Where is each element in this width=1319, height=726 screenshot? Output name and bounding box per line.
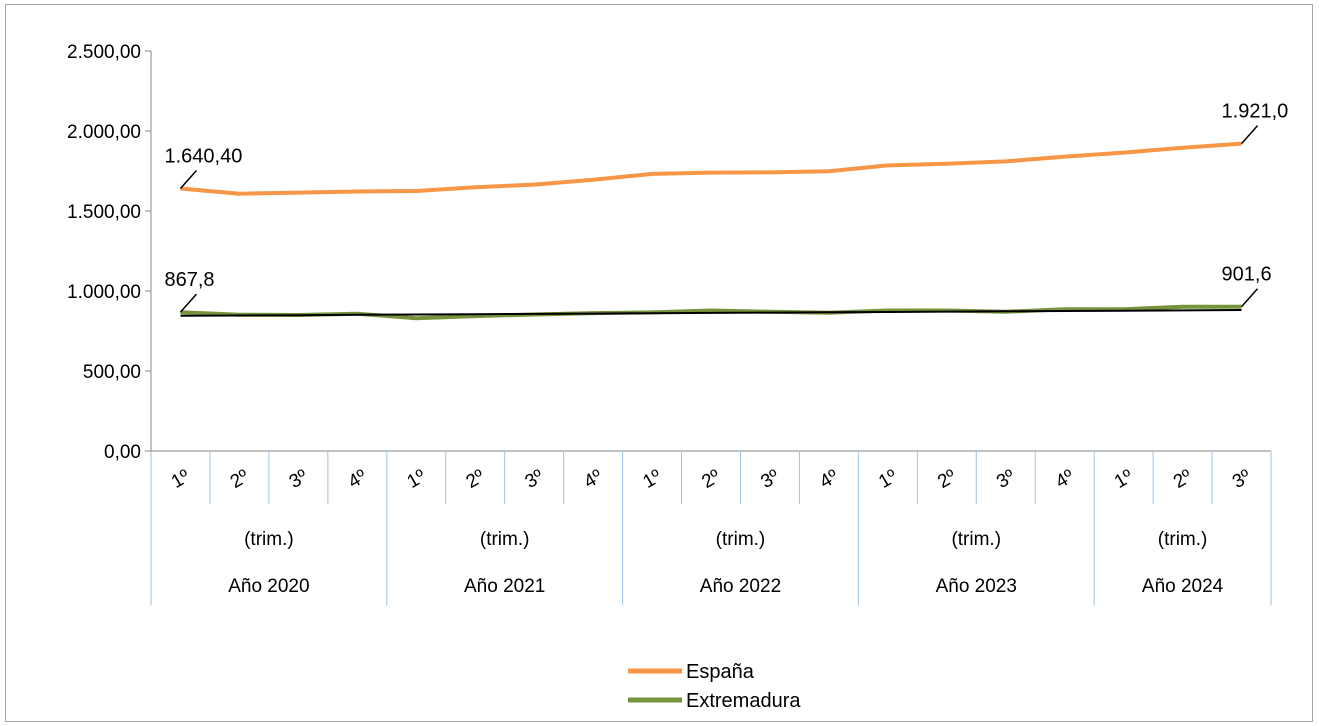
category-label: 1º xyxy=(639,466,665,493)
group-label: Año 2020 xyxy=(228,576,309,597)
category-label: 2º xyxy=(1170,466,1196,493)
data-label: 1.640,40 xyxy=(164,146,242,168)
category-label: 4º xyxy=(345,466,371,493)
series-lines xyxy=(180,141,1242,321)
category-label: 2º xyxy=(463,466,489,493)
axes: 0,00 500,00 1.000,00 1.500,00 2.000,00 2.500,… xyxy=(67,42,1271,463)
group-sub-label: (trim.) xyxy=(951,529,1001,550)
category-label: 1º xyxy=(1111,466,1137,493)
category-label: 4º xyxy=(1052,466,1078,493)
line-chart: 0,00 500,00 1.000,00 1.500,00 2.000,00 2.500,… xyxy=(67,42,1288,712)
legend: España Extremadura xyxy=(628,661,801,712)
category-label: 2º xyxy=(934,466,960,493)
category-label: 2º xyxy=(227,466,253,493)
category-label: 1º xyxy=(168,466,194,493)
data-labels: 1.640,40 1.921,0 867,8 901,6 xyxy=(164,101,1288,313)
group-label: Año 2023 xyxy=(936,576,1017,597)
category-label: 3º xyxy=(286,466,312,493)
category-label: 3º xyxy=(522,466,548,493)
data-label: 1.921,0 xyxy=(1222,101,1289,123)
legend-label: Extremadura xyxy=(686,690,801,712)
category-label: 2º xyxy=(698,466,724,493)
category-label: 4º xyxy=(581,466,607,493)
category-label: 1º xyxy=(404,466,430,493)
group-sub-label: (trim.) xyxy=(244,529,294,550)
y-tick-label: 2.500,00 xyxy=(67,42,141,63)
y-tick-label: 0,00 xyxy=(104,442,141,463)
group-label: Año 2022 xyxy=(700,576,781,597)
leader-line xyxy=(1240,125,1259,145)
leader-line xyxy=(1240,288,1259,308)
leader-line xyxy=(179,170,198,190)
category-axis-labels: 1º 2º 3º 4º 1º 2º 3º 4º 1º 2º 3º 4º 1º 2º 3º 4º 1º 2º 3º (t… xyxy=(150,451,1272,605)
category-label: 3º xyxy=(1229,466,1255,493)
y-tick-label: 1.000,00 xyxy=(67,282,141,303)
group-sub-label: (trim.) xyxy=(480,529,530,550)
group-label: Año 2024 xyxy=(1142,576,1224,597)
group-label: Año 2021 xyxy=(464,576,545,597)
leader-line xyxy=(179,293,198,313)
series-line-españa xyxy=(180,141,1242,196)
category-label: 3º xyxy=(993,466,1019,493)
category-label: 1º xyxy=(875,466,901,493)
series-line-extremadura xyxy=(180,304,1242,321)
category-label: 3º xyxy=(757,466,783,493)
data-label: 867,8 xyxy=(164,269,214,291)
chart-area: 0,00 500,00 1.000,00 1.500,00 2.000,00 2.500,… xyxy=(5,4,1313,722)
group-sub-label: (trim.) xyxy=(1158,529,1208,550)
data-label: 901,6 xyxy=(1222,264,1272,286)
y-tick-label: 500,00 xyxy=(83,362,141,383)
group-sub-label: (trim.) xyxy=(716,529,766,550)
category-label: 4º xyxy=(816,466,842,493)
trendline xyxy=(180,309,1242,317)
y-tick-label: 2.000,00 xyxy=(67,122,141,143)
y-tick-label: 1.500,00 xyxy=(67,202,141,223)
legend-label: España xyxy=(686,661,755,683)
